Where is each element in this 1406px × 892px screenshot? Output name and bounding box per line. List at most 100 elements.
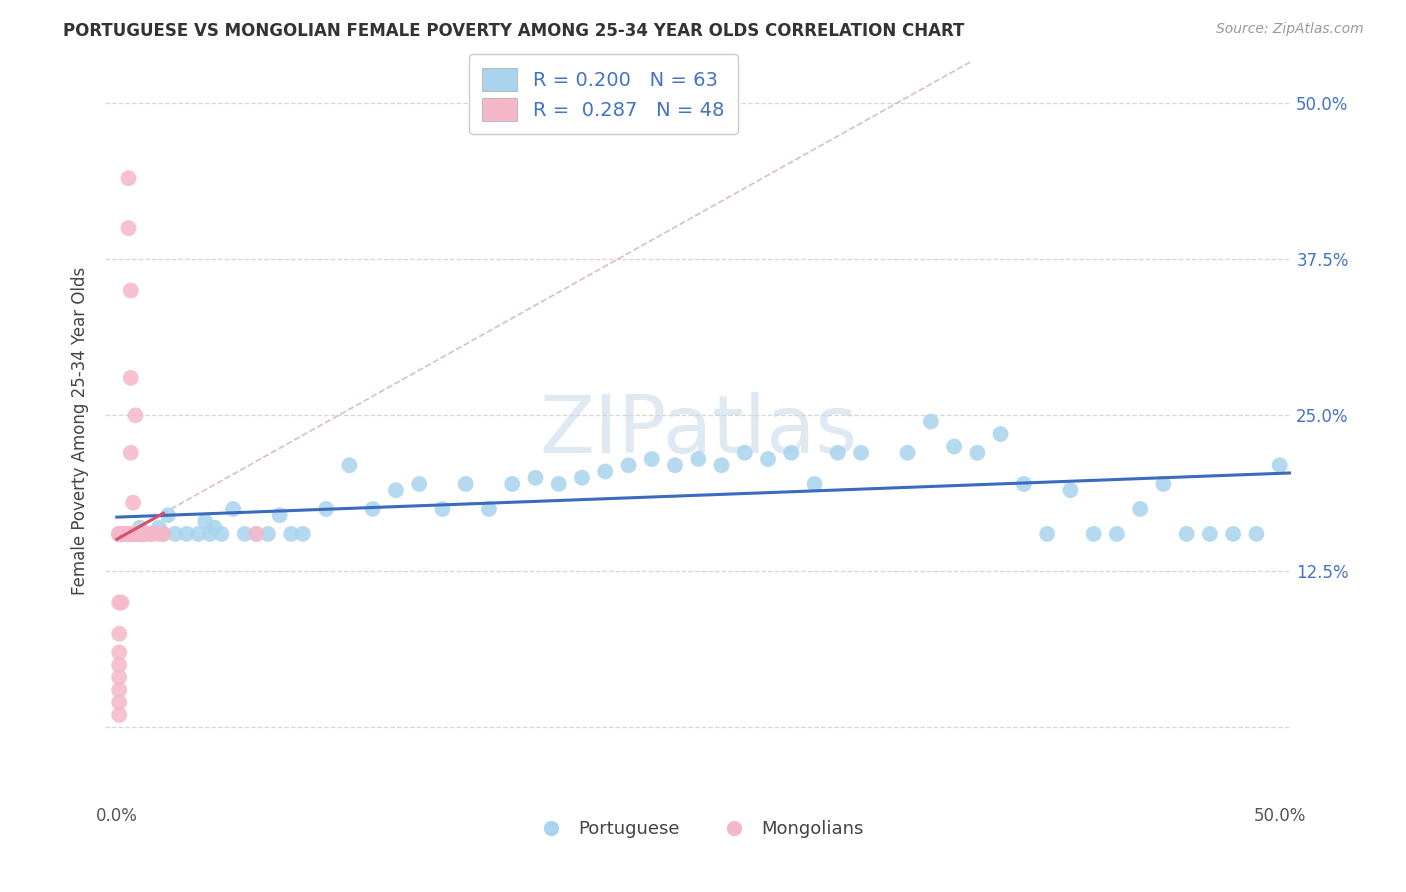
Portuguese — [524, 471, 547, 485]
Portuguese — [966, 446, 988, 460]
Mongolians — [124, 409, 146, 423]
Mongolians — [122, 527, 145, 541]
Portuguese — [339, 458, 361, 473]
Portuguese — [222, 502, 245, 516]
Portuguese — [141, 527, 163, 541]
Portuguese — [198, 527, 221, 541]
Mongolians — [120, 284, 142, 298]
Mongolians — [131, 527, 153, 541]
Portuguese — [1246, 527, 1268, 541]
Mongolians — [122, 527, 145, 541]
Portuguese — [1175, 527, 1198, 541]
Portuguese — [593, 465, 616, 479]
Mongolians — [108, 527, 131, 541]
Portuguese — [204, 521, 226, 535]
Portuguese — [163, 527, 186, 541]
Mongolians — [117, 527, 139, 541]
Portuguese — [408, 477, 430, 491]
Portuguese — [432, 502, 454, 516]
Portuguese — [187, 527, 209, 541]
Text: ZIPatlas: ZIPatlas — [540, 392, 858, 470]
Portuguese — [897, 446, 920, 460]
Mongolians — [108, 527, 131, 541]
Portuguese — [547, 477, 569, 491]
Portuguese — [756, 452, 779, 467]
Portuguese — [148, 521, 170, 535]
Portuguese — [803, 477, 825, 491]
Mongolians — [108, 527, 131, 541]
Mongolians — [108, 670, 131, 684]
Portuguese — [134, 527, 156, 541]
Mongolians — [120, 446, 142, 460]
Portuguese — [1199, 527, 1222, 541]
Portuguese — [710, 458, 733, 473]
Mongolians — [108, 707, 131, 722]
Mongolians — [108, 682, 131, 697]
Portuguese — [641, 452, 664, 467]
Mongolians — [120, 527, 142, 541]
Mongolians — [110, 527, 132, 541]
Portuguese — [385, 483, 408, 498]
Mongolians — [152, 527, 174, 541]
Mongolians — [117, 527, 139, 541]
Mongolians — [112, 527, 135, 541]
Portuguese — [990, 427, 1012, 442]
Portuguese — [688, 452, 710, 467]
Mongolians — [110, 596, 132, 610]
Mongolians — [115, 527, 138, 541]
Mongolians — [110, 527, 132, 541]
Portuguese — [291, 527, 314, 541]
Portuguese — [617, 458, 640, 473]
Y-axis label: Female Poverty Among 25-34 Year Olds: Female Poverty Among 25-34 Year Olds — [72, 267, 89, 595]
Mongolians — [141, 527, 163, 541]
Mongolians — [108, 596, 131, 610]
Portuguese — [129, 521, 152, 535]
Mongolians — [127, 527, 149, 541]
Mongolians — [127, 527, 149, 541]
Text: Source: ZipAtlas.com: Source: ZipAtlas.com — [1216, 22, 1364, 37]
Mongolians — [108, 657, 131, 672]
Mongolians — [108, 645, 131, 659]
Mongolians — [112, 527, 135, 541]
Portuguese — [664, 458, 686, 473]
Mongolians — [245, 527, 267, 541]
Mongolians — [110, 527, 132, 541]
Portuguese — [233, 527, 256, 541]
Mongolians — [148, 527, 170, 541]
Portuguese — [269, 508, 291, 523]
Text: PORTUGUESE VS MONGOLIAN FEMALE POVERTY AMONG 25-34 YEAR OLDS CORRELATION CHART: PORTUGUESE VS MONGOLIAN FEMALE POVERTY A… — [63, 22, 965, 40]
Portuguese — [827, 446, 849, 460]
Portuguese — [1268, 458, 1291, 473]
Portuguese — [571, 471, 593, 485]
Portuguese — [734, 446, 756, 460]
Portuguese — [1083, 527, 1105, 541]
Portuguese — [478, 502, 501, 516]
Portuguese — [1129, 502, 1152, 516]
Mongolians — [108, 626, 131, 640]
Portuguese — [1036, 527, 1059, 541]
Portuguese — [1105, 527, 1128, 541]
Mongolians — [134, 527, 156, 541]
Mongolians — [129, 527, 152, 541]
Mongolians — [117, 527, 139, 541]
Mongolians — [124, 527, 146, 541]
Mongolians — [108, 527, 131, 541]
Portuguese — [849, 446, 872, 460]
Portuguese — [1222, 527, 1244, 541]
Portuguese — [124, 527, 146, 541]
Mongolians — [117, 171, 139, 186]
Mongolians — [108, 527, 131, 541]
Mongolians — [115, 527, 138, 541]
Portuguese — [454, 477, 477, 491]
Portuguese — [1059, 483, 1081, 498]
Portuguese — [1012, 477, 1035, 491]
Portuguese — [943, 440, 966, 454]
Legend: Portuguese, Mongolians: Portuguese, Mongolians — [526, 813, 870, 846]
Portuguese — [501, 477, 523, 491]
Portuguese — [315, 502, 337, 516]
Portuguese — [152, 527, 174, 541]
Portuguese — [156, 508, 179, 523]
Portuguese — [176, 527, 198, 541]
Portuguese — [780, 446, 803, 460]
Portuguese — [920, 415, 942, 429]
